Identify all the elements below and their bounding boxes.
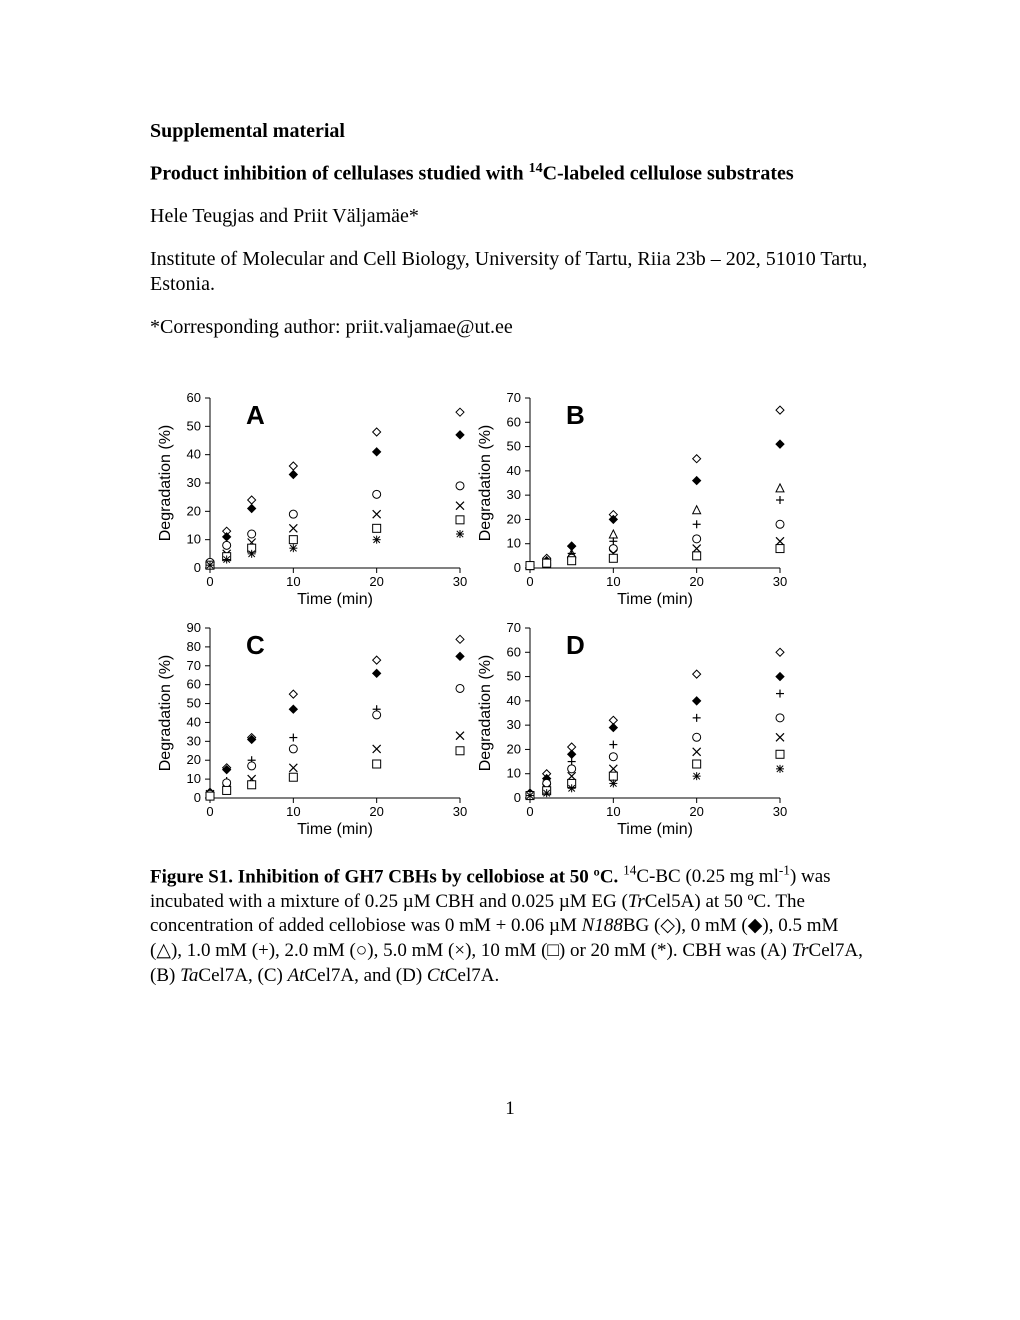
svg-text:Time (min): Time (min)	[617, 591, 693, 608]
svg-text:Time (min): Time (min)	[297, 591, 373, 608]
svg-text:B: B	[566, 400, 585, 430]
svg-text:Degradation (%): Degradation (%)	[477, 654, 494, 771]
svg-text:10: 10	[507, 765, 521, 780]
svg-text:20: 20	[187, 503, 201, 518]
figure-s1: 0 10 20 30 0 10 20 30 40 50 60 Time (min) Degradatio…	[150, 388, 870, 848]
svg-text:70: 70	[507, 390, 521, 405]
svg-text:10: 10	[286, 804, 300, 819]
svg-text:10: 10	[606, 804, 620, 819]
svg-text:C: C	[246, 630, 265, 660]
figure-caption: Figure S1. Inhibition of GH7 CBHs by cel…	[150, 862, 870, 989]
svg-text:0: 0	[206, 804, 213, 819]
svg-text:50: 50	[507, 438, 521, 453]
svg-text:90: 90	[187, 620, 201, 635]
svg-text:40: 40	[507, 463, 521, 478]
svg-text:30: 30	[187, 733, 201, 748]
svg-text:0: 0	[514, 560, 521, 575]
svg-text:50: 50	[507, 668, 521, 683]
svg-text:10: 10	[606, 574, 620, 589]
svg-text:60: 60	[507, 644, 521, 659]
svg-text:30: 30	[773, 574, 787, 589]
svg-text:50: 50	[187, 418, 201, 433]
svg-text:0: 0	[194, 790, 201, 805]
svg-text:60: 60	[187, 390, 201, 405]
svg-text:0: 0	[526, 804, 533, 819]
svg-text:Degradation (%): Degradation (%)	[157, 654, 174, 771]
svg-text:20: 20	[369, 574, 383, 589]
svg-text:30: 30	[187, 475, 201, 490]
svg-text:20: 20	[689, 574, 703, 589]
svg-text:20: 20	[507, 741, 521, 756]
svg-text:D: D	[566, 630, 585, 660]
svg-text:80: 80	[187, 639, 201, 654]
svg-text:0: 0	[514, 790, 521, 805]
svg-text:10: 10	[187, 531, 201, 546]
svg-text:30: 30	[507, 487, 521, 502]
affiliation: Institute of Molecular and Cell Biology,…	[150, 247, 870, 297]
svg-text:60: 60	[187, 676, 201, 691]
svg-text:40: 40	[507, 693, 521, 708]
svg-text:A: A	[246, 400, 265, 430]
svg-text:70: 70	[187, 657, 201, 672]
svg-text:10: 10	[286, 574, 300, 589]
authors: Hele Teugjas and Priit Väljamäe*	[150, 204, 870, 229]
svg-text:0: 0	[194, 560, 201, 575]
svg-text:Degradation (%): Degradation (%)	[477, 424, 494, 541]
paper-title: Product inhibition of cellulases studied…	[150, 161, 870, 186]
svg-text:0: 0	[526, 574, 533, 589]
svg-text:20: 20	[369, 804, 383, 819]
svg-text:30: 30	[507, 717, 521, 732]
svg-text:30: 30	[453, 804, 467, 819]
svg-text:20: 20	[187, 752, 201, 767]
caption-bold: Figure S1. Inhibition of GH7 CBHs by cel…	[150, 866, 618, 887]
svg-text:Time (min): Time (min)	[297, 821, 373, 838]
svg-text:40: 40	[187, 714, 201, 729]
svg-text:70: 70	[507, 620, 521, 635]
svg-text:20: 20	[507, 511, 521, 526]
section-heading: Supplemental material	[150, 120, 870, 143]
svg-text:30: 30	[773, 804, 787, 819]
svg-text:10: 10	[187, 771, 201, 786]
svg-text:60: 60	[507, 414, 521, 429]
svg-text:0: 0	[206, 574, 213, 589]
svg-text:20: 20	[689, 804, 703, 819]
svg-text:50: 50	[187, 695, 201, 710]
svg-text:40: 40	[187, 446, 201, 461]
figure-s1-svg: 0 10 20 30 0 10 20 30 40 50 60 Time (min) Degradatio…	[150, 388, 790, 848]
svg-text:10: 10	[507, 535, 521, 550]
page-number: 1	[150, 1098, 870, 1120]
svg-text:30: 30	[453, 574, 467, 589]
svg-text:Time (min): Time (min)	[617, 821, 693, 838]
corresponding-author: *Corresponding author: priit.valjamae@ut…	[150, 315, 870, 340]
svg-text:Degradation (%): Degradation (%)	[157, 424, 174, 541]
